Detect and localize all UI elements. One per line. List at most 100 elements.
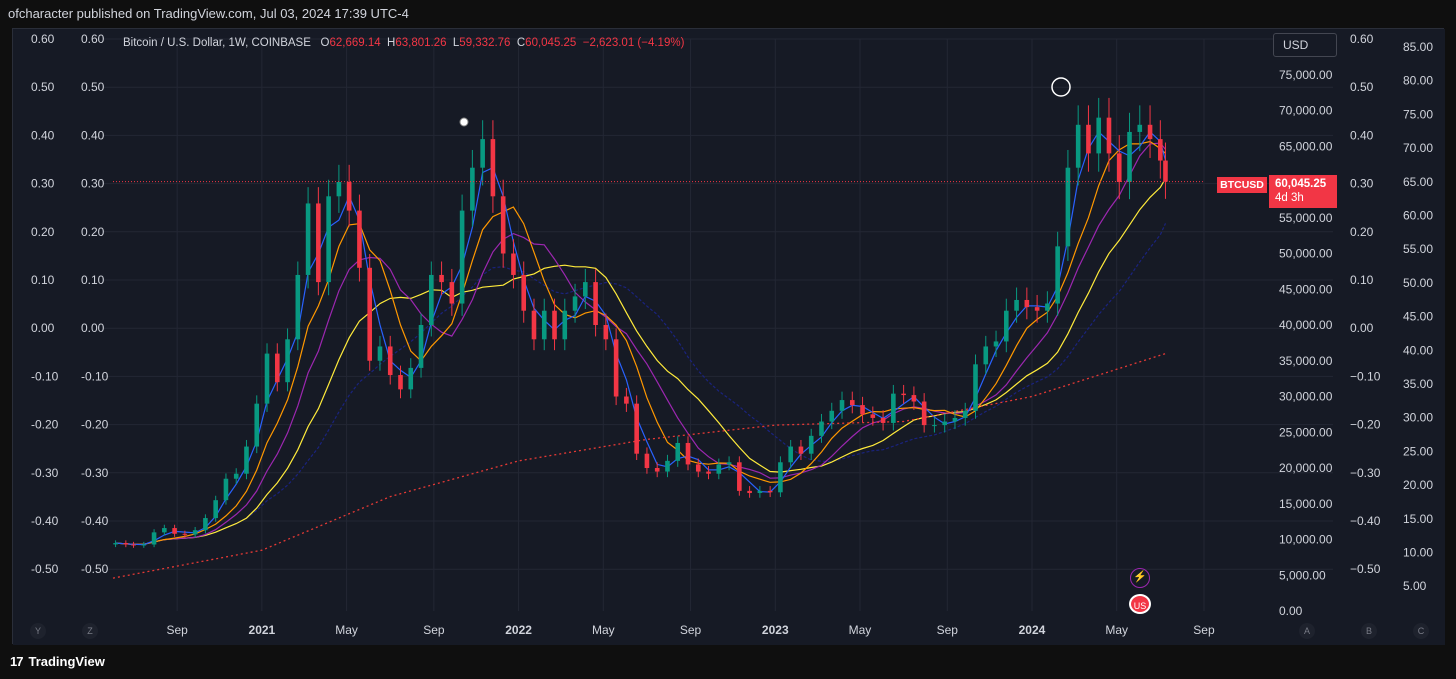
far-right-tick-label: 70.00 bbox=[1403, 141, 1433, 155]
candle-down bbox=[747, 490, 752, 494]
left-axis-tick-label: 0.50 bbox=[31, 80, 55, 94]
left-axis2-tick-label: 0.30 bbox=[81, 177, 105, 191]
candle-down bbox=[767, 490, 773, 493]
ma-purple-line bbox=[115, 142, 1166, 545]
candle-down bbox=[654, 468, 660, 472]
ohlc-legend: Bitcoin / U.S. Dollar, 1W, COINBASE O62,… bbox=[123, 37, 684, 49]
legend-title: Bitcoin / U.S. Dollar, 1W, COINBASE bbox=[123, 37, 311, 49]
right-osc-tick-label: 0.40 bbox=[1350, 128, 1374, 142]
price-axis-tick-label: 45,000.00 bbox=[1279, 282, 1333, 296]
price-axis-tick-label: 55,000.00 bbox=[1279, 211, 1333, 225]
right-osc-tick-label: 0.10 bbox=[1350, 273, 1374, 287]
candle-down bbox=[624, 396, 629, 404]
chart-panel[interactable]: 0.60 0.60 0.60 0.50 0.50 0.50 0.40 0.40 0.40 0.30… bbox=[12, 28, 1445, 645]
price-axis-tick-label: 0.00 bbox=[1279, 604, 1303, 618]
a-axis-button[interactable]: A bbox=[1299, 623, 1315, 639]
candle-up bbox=[305, 203, 311, 275]
far-right-tick-label: 55.00 bbox=[1403, 242, 1433, 256]
y-axis-button[interactable]: Y bbox=[30, 623, 46, 639]
x-axis-tick-label: 2021 bbox=[249, 623, 276, 637]
candle-down bbox=[613, 339, 619, 397]
far-right-tick-label: 60.00 bbox=[1403, 209, 1433, 223]
ath-marker-2024 bbox=[1051, 77, 1071, 97]
chart-background bbox=[13, 29, 1445, 645]
c-axis-button[interactable]: C bbox=[1413, 623, 1429, 639]
candle-up bbox=[952, 417, 958, 422]
left-axis-tick-label: -0.50 bbox=[31, 562, 59, 576]
far-right-tick-label: 15.00 bbox=[1403, 512, 1433, 526]
left-axis-tick-label: -0.10 bbox=[31, 369, 59, 383]
x-axis-tick-label: Sep bbox=[937, 623, 959, 637]
candle-up bbox=[829, 410, 835, 422]
change-value: −2,623.01 (−4.19%) bbox=[582, 37, 685, 49]
candle-up bbox=[1127, 131, 1132, 182]
candle-up bbox=[1096, 117, 1102, 154]
left-axis-tick-label: -0.20 bbox=[31, 418, 59, 432]
candle-down bbox=[849, 400, 855, 406]
symbol-tag: BTCUSD bbox=[1217, 177, 1267, 193]
chart-canvas[interactable]: 0.60 0.60 0.60 0.50 0.50 0.50 0.40 0.40 0.40 0.30… bbox=[13, 29, 1445, 645]
high-label: H bbox=[387, 37, 396, 49]
x-axis-tick-label: 2024 bbox=[1019, 623, 1046, 637]
candle-up bbox=[1065, 167, 1071, 247]
brand-name: TradingView bbox=[28, 654, 105, 669]
candle-up bbox=[665, 460, 670, 472]
published-header: ofcharacter published on TradingView.com… bbox=[0, 0, 1456, 28]
left-axis2-tick-label: 0.40 bbox=[81, 128, 105, 142]
candle-down bbox=[737, 462, 742, 491]
candle-up bbox=[233, 473, 239, 479]
far-right-tick-label: 5.00 bbox=[1403, 579, 1427, 593]
candle-down bbox=[901, 393, 906, 396]
currency-selector[interactable]: USD bbox=[1273, 33, 1337, 57]
lightning-icon[interactable]: ⚡ bbox=[1130, 568, 1150, 588]
candle-up bbox=[716, 464, 722, 474]
far-right-tick-label: 30.00 bbox=[1403, 411, 1433, 425]
price-axis-tick-label: 70,000.00 bbox=[1279, 104, 1333, 118]
z-axis-button[interactable]: Z bbox=[82, 623, 98, 639]
candle-up bbox=[541, 310, 547, 340]
left-axis-tick-label: 0.10 bbox=[31, 273, 55, 287]
candle-up bbox=[1004, 310, 1009, 342]
candle-up bbox=[583, 282, 588, 297]
candle-up bbox=[1137, 124, 1143, 132]
ma-yellow-line bbox=[115, 178, 1167, 545]
candle-up bbox=[285, 339, 290, 383]
right-osc-tick-label: −0.50 bbox=[1350, 562, 1381, 576]
x-axis-tick-label: Sep bbox=[680, 623, 702, 637]
candle-down bbox=[798, 446, 804, 454]
candle-down bbox=[316, 203, 321, 283]
candle-up bbox=[141, 544, 147, 546]
tradingview-brand[interactable]: 17 TradingView bbox=[10, 654, 105, 669]
b-axis-button[interactable]: B bbox=[1361, 623, 1377, 639]
price-axis-tick-label: 15,000.00 bbox=[1279, 497, 1333, 511]
left-axis2-tick-label: -0.30 bbox=[81, 466, 109, 480]
candle-down bbox=[490, 139, 496, 197]
candle-down bbox=[695, 464, 701, 472]
left-axis-tick-label: 0.40 bbox=[31, 128, 55, 142]
candle-up bbox=[213, 500, 218, 519]
far-right-tick-label: 35.00 bbox=[1403, 377, 1433, 391]
candle-up bbox=[254, 403, 260, 447]
candle-up bbox=[562, 310, 568, 340]
us-flag-event-icon[interactable]: US bbox=[1129, 594, 1151, 614]
price-axis-tick-label: 65,000.00 bbox=[1279, 139, 1333, 153]
candle-down bbox=[921, 401, 927, 426]
left-axis2-tick-label: -0.20 bbox=[81, 418, 109, 432]
candle-up bbox=[244, 446, 249, 474]
low-value: 59,332.76 bbox=[459, 37, 511, 49]
high-value: 63,801.26 bbox=[395, 37, 447, 49]
candle-up bbox=[1055, 246, 1060, 304]
candle-down bbox=[1034, 307, 1040, 311]
price-axis-tick-label: 25,000.00 bbox=[1279, 425, 1333, 439]
candle-up bbox=[819, 421, 824, 436]
price-axis-tick-label: 5,000.00 bbox=[1279, 568, 1326, 582]
left-axis-tick-label: 0.00 bbox=[31, 321, 55, 335]
candle-down bbox=[1147, 124, 1153, 140]
right-osc-tick-label: 0.00 bbox=[1350, 321, 1374, 335]
price-axis-tick-label: 30,000.00 bbox=[1279, 390, 1333, 404]
price-axis-tick-label: 35,000.00 bbox=[1279, 354, 1333, 368]
candle-up bbox=[377, 346, 383, 361]
last-price-value: 60,045.25 bbox=[1275, 178, 1327, 190]
price-axis-tick-label: 40,000.00 bbox=[1279, 318, 1333, 332]
candle-down bbox=[172, 528, 177, 534]
